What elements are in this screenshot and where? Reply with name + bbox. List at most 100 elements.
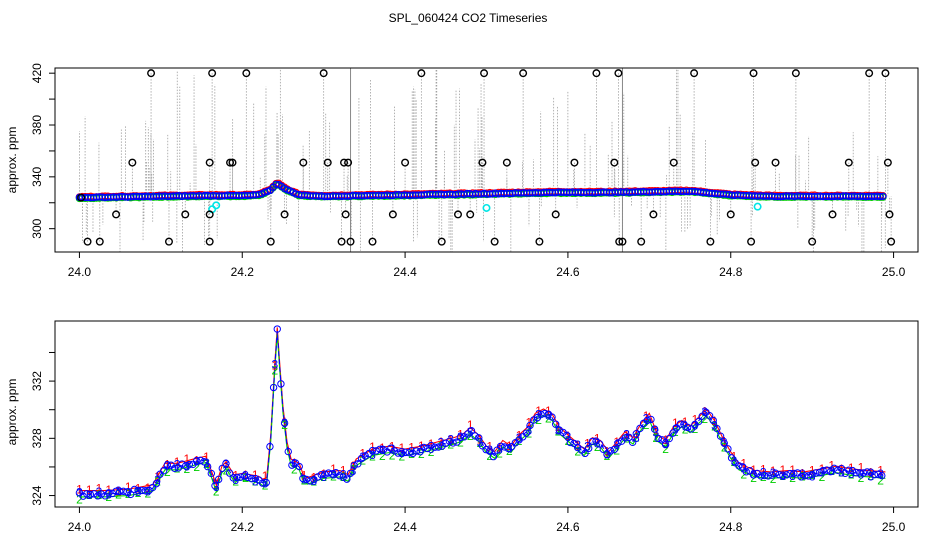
outlier-point xyxy=(690,69,699,78)
series-2-marker: 2 xyxy=(545,412,552,426)
series-1-marker: 1 xyxy=(330,462,337,476)
series-3-marker: 3 xyxy=(486,443,493,457)
data-point xyxy=(442,439,450,447)
data-point xyxy=(354,460,362,468)
series-3-marker: 3 xyxy=(594,437,601,451)
series-1-marker: 1 xyxy=(281,415,288,429)
data-point xyxy=(127,490,135,499)
top-y-tick-label: 420 xyxy=(30,63,44,83)
data-point xyxy=(493,446,501,454)
outlier-point xyxy=(726,210,735,219)
data-point xyxy=(343,475,351,483)
data-point xyxy=(552,420,560,428)
series-2-marker: 2 xyxy=(584,443,591,457)
data-point xyxy=(449,439,457,447)
data-point xyxy=(595,440,604,448)
series-2-marker: 2 xyxy=(731,455,738,469)
data-point xyxy=(361,452,369,460)
series-3-marker: 3 xyxy=(662,437,669,451)
outlier-point xyxy=(205,210,214,219)
bottom-x-tick-label: 24.0 xyxy=(68,520,92,534)
data-point xyxy=(526,421,534,430)
data-point xyxy=(335,471,344,480)
data-point xyxy=(119,487,128,495)
outlier-point xyxy=(881,69,890,78)
data-point xyxy=(453,438,461,446)
series-1-marker: 1 xyxy=(819,462,826,476)
outlier-point xyxy=(885,210,894,219)
data-point xyxy=(116,487,124,496)
data-point xyxy=(522,429,531,437)
data-point xyxy=(636,424,644,433)
data-point xyxy=(724,445,732,453)
data-point xyxy=(240,472,248,480)
cyan-point xyxy=(212,201,221,210)
data-point xyxy=(368,446,377,455)
data-point xyxy=(742,468,750,476)
data-point xyxy=(713,424,721,433)
series-1-marker: 1 xyxy=(682,415,689,429)
data-point xyxy=(870,470,879,479)
data-point xyxy=(412,447,421,455)
series-3-marker: 3 xyxy=(682,420,689,434)
series-1-marker: 1 xyxy=(213,477,220,491)
outlier-point xyxy=(749,69,758,78)
data-point xyxy=(456,433,465,441)
series-1-marker: 1 xyxy=(262,469,269,483)
data-point xyxy=(654,434,662,443)
data-point xyxy=(251,474,259,483)
series-2-marker: 2 xyxy=(232,475,239,489)
data-point xyxy=(760,471,769,480)
data-point xyxy=(379,445,388,454)
series-1-marker: 1 xyxy=(809,464,816,478)
data-point xyxy=(280,419,289,427)
series-1-marker: 1 xyxy=(721,434,728,448)
series-2-marker: 2 xyxy=(438,439,445,453)
data-point xyxy=(658,436,666,444)
data-point xyxy=(203,462,212,471)
data-point xyxy=(570,439,578,448)
top-axes: 24.0 24.2 24.4 24.6 24.8 25.0 300 340 380 420 xyxy=(30,63,906,279)
series-1-marker: 1 xyxy=(438,435,445,449)
series-1-marker: 1 xyxy=(271,358,278,372)
series-3-marker: 3 xyxy=(154,473,161,487)
series-1-marker: 1 xyxy=(467,418,474,432)
series-1-marker: 1 xyxy=(584,436,591,450)
data-point xyxy=(200,458,208,466)
outlier-point xyxy=(181,210,190,219)
bottom-x-tick-label: 24.4 xyxy=(393,520,417,534)
series-3-marker: 3 xyxy=(867,470,874,484)
data-point xyxy=(683,423,692,432)
data-point xyxy=(394,449,402,457)
series-1-marker: 1 xyxy=(428,437,435,451)
series-3-marker: 3 xyxy=(740,462,747,476)
outlier-point xyxy=(95,237,104,246)
data-point xyxy=(599,445,608,453)
data-point xyxy=(786,469,794,478)
data-point xyxy=(628,438,637,447)
series-1-marker: 1 xyxy=(701,404,708,418)
series-2-marker: 2 xyxy=(350,463,357,477)
data-point xyxy=(339,473,347,481)
outlier-point xyxy=(341,210,350,219)
data-point xyxy=(738,463,747,471)
series-1-marker: 1 xyxy=(174,455,181,469)
series-3-marker: 3 xyxy=(721,436,728,450)
series-1-marker: 1 xyxy=(115,485,122,499)
data-point xyxy=(482,445,490,454)
series-1-marker: 1 xyxy=(135,482,142,496)
data-point xyxy=(497,442,505,450)
data-point xyxy=(753,469,761,478)
series-2-marker: 2 xyxy=(819,470,826,484)
data-point xyxy=(138,486,146,495)
series-2-marker: 2 xyxy=(271,364,278,378)
series-3-marker: 3 xyxy=(584,440,591,454)
outlier-point xyxy=(747,237,756,246)
data-point xyxy=(262,478,270,487)
data-point xyxy=(797,473,805,481)
outlier-point xyxy=(669,158,678,167)
data-point xyxy=(277,380,285,388)
outlier-point xyxy=(437,237,446,246)
outlier-point xyxy=(454,210,463,219)
outlier-point xyxy=(865,69,874,78)
